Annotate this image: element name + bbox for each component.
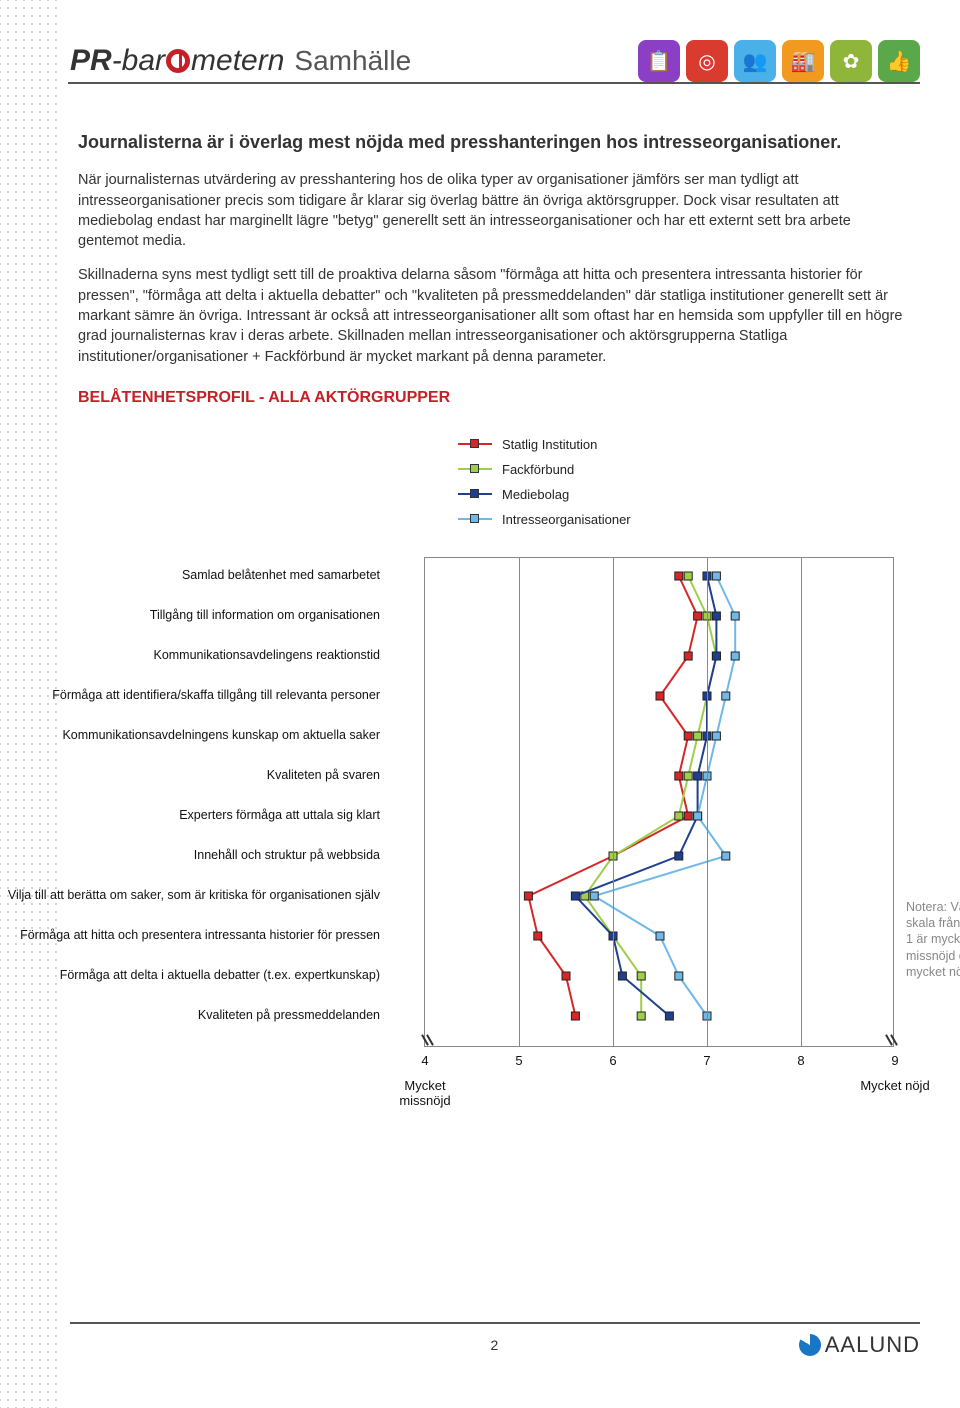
chart-plot: 456789Mycket missnöjdMycket nöjd [424, 557, 894, 1047]
chart-row-label: Tillgång till information om organisatio… [0, 608, 380, 622]
chart-row-label: Kommunikationsavdelningens kunskap om ak… [0, 728, 380, 742]
header: PR -bar metern Samhälle 📋 ◎ 👥 🏭 ✿ 👍 [70, 26, 920, 96]
people-icon: 👥 [734, 40, 776, 82]
logo: PR -bar metern Samhälle [70, 44, 411, 78]
chart-row-label: Kommunikationsavdelingens reaktionstid [0, 648, 380, 662]
chart-row-label: Kvaliteten på pressmeddelanden [0, 1008, 380, 1022]
thumb-icon: 👍 [878, 40, 920, 82]
page-heading: Journalisterna är i överlag mest nöjda m… [78, 130, 910, 154]
x-tick-label: 6 [609, 1053, 616, 1068]
legend-swatch [458, 468, 492, 470]
chart: 456789Mycket missnöjdMycket nöjd Notera:… [4, 557, 910, 1117]
section-title: BELÅTENHETSPROFIL - ALLA AKTÖRGRUPPER [78, 389, 910, 407]
footer-logo: AALUND [799, 1332, 920, 1358]
footer: 2 AALUND [70, 1322, 920, 1358]
factory-icon: 🏭 [782, 40, 824, 82]
page-number: 2 [490, 1337, 498, 1353]
chart-row-label: Förmåga att identifiera/skaffa tillgång … [0, 688, 380, 702]
x-tick-label: 8 [797, 1053, 804, 1068]
legend-label: Intresseorganisationer [502, 512, 631, 527]
logo-metern: metern [191, 44, 284, 78]
legend-label: Fackförbund [502, 462, 574, 477]
chart-svg [425, 558, 895, 1048]
chart-row-label: Experters förmåga att uttala sig klart [0, 808, 380, 822]
chart-row-label: Innehåll och struktur på webbsida [0, 848, 380, 862]
logo-o-icon [166, 49, 190, 73]
footer-logo-icon [799, 1334, 821, 1356]
legend-item: Intresseorganisationer [458, 512, 910, 527]
legend-label: Mediebolag [502, 487, 569, 502]
chart-row-label: Kvaliteten på svaren [0, 768, 380, 782]
x-tick-label: 4 [421, 1053, 428, 1068]
axis-break-left [419, 1035, 435, 1047]
leaf-icon: ✿ [830, 40, 872, 82]
logo-pr: PR [70, 44, 112, 78]
x-tick-label: 5 [515, 1053, 522, 1068]
legend-item: Statlig Institution [458, 437, 910, 452]
legend-label: Statlig Institution [502, 437, 597, 452]
axis-break-right [883, 1035, 899, 1047]
legend-swatch [458, 493, 492, 495]
content: Journalisterna är i överlag mest nöjda m… [78, 130, 910, 1117]
axis-caption-left: Mycket missnöjd [385, 1078, 465, 1108]
chart-row-label: Vilja till att berätta om saker, som är … [0, 888, 380, 902]
legend-item: Mediebolag [458, 487, 910, 502]
footer-logo-text: AALUND [825, 1332, 920, 1358]
clipboard-icon: 📋 [638, 40, 680, 82]
paragraph-1: När journalisternas utvärdering av press… [78, 170, 910, 251]
chart-row-label: Förmåga att hitta och presentera intress… [0, 928, 380, 942]
header-rule [68, 82, 920, 84]
chart-note: Notera: Värderat på skala från 1-10 där … [906, 899, 960, 980]
logo-bar: -bar [112, 44, 165, 78]
logo-samhalle: Samhälle [294, 45, 411, 77]
x-tick-label: 9 [891, 1053, 898, 1068]
legend-swatch [458, 518, 492, 520]
x-tick-label: 7 [703, 1053, 710, 1068]
paragraph-2: Skillnaderna syns mest tydligt sett till… [78, 265, 910, 366]
chart-row-label: Samlad belåtenhet med samarbetet [0, 568, 380, 582]
legend-swatch [458, 443, 492, 445]
axis-caption-right: Mycket nöjd [855, 1078, 935, 1093]
chart-row-label: Förmåga att delta i aktuella debatter (t… [0, 968, 380, 982]
target-icon: ◎ [686, 40, 728, 82]
chart-legend: Statlig Institution Fackförbund Mediebol… [458, 437, 910, 527]
legend-item: Fackförbund [458, 462, 910, 477]
header-icons: 📋 ◎ 👥 🏭 ✿ 👍 [638, 40, 920, 82]
